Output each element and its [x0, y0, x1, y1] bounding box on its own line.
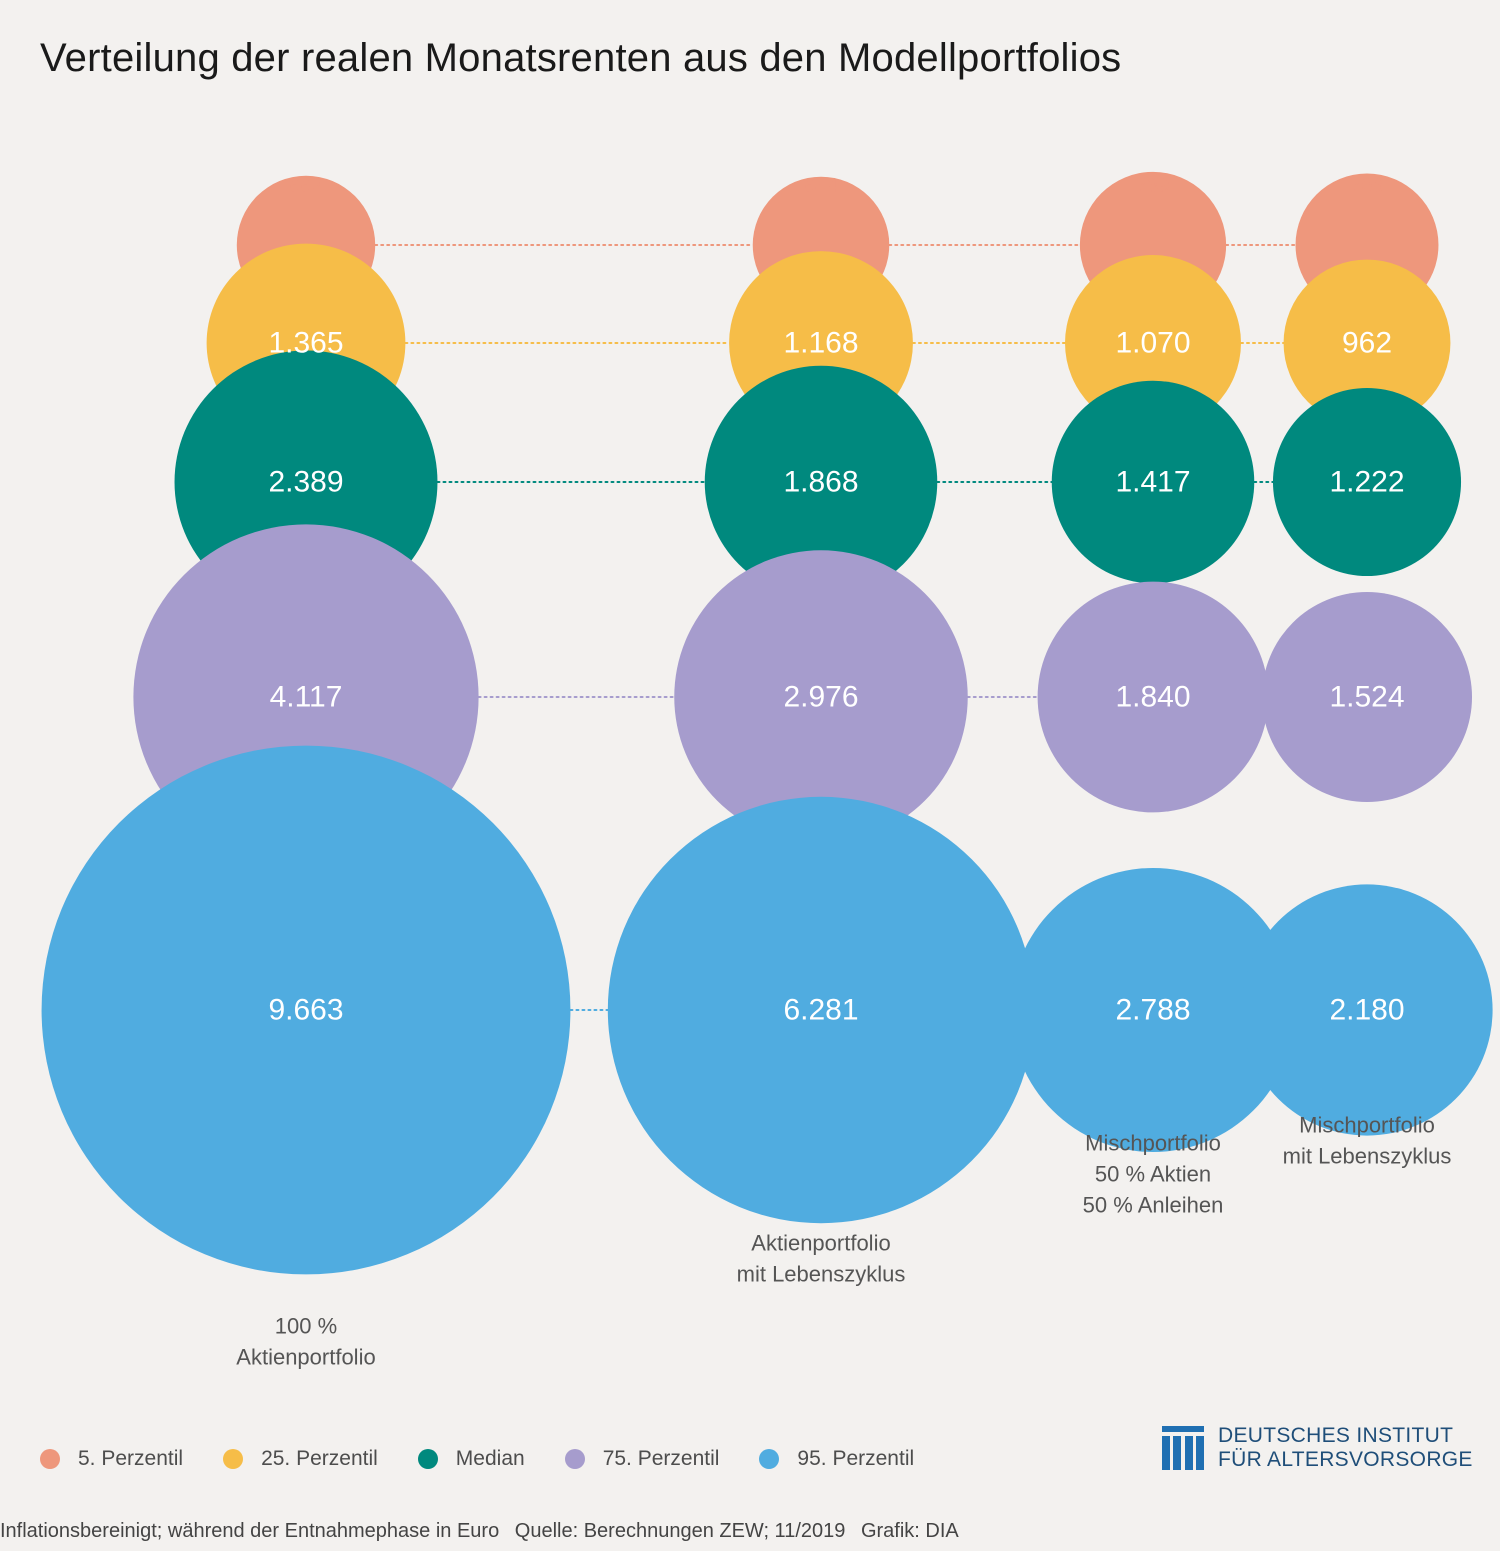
- value-label: 962: [1342, 327, 1392, 360]
- value-label: 2.788: [1115, 994, 1190, 1027]
- page-title: Verteilung der realen Monatsrenten aus d…: [40, 36, 1122, 80]
- legend-label: 75. Perzentil: [602, 1447, 720, 1470]
- value-label: 2.180: [1329, 994, 1404, 1027]
- category-label: Mischportfolio: [1299, 1113, 1435, 1138]
- value-label: 2.976: [783, 681, 858, 714]
- category-label: mit Lebenszyklus: [737, 1262, 906, 1287]
- bubble-75-perzentil: [674, 550, 968, 844]
- value-label: 662: [289, 175, 322, 197]
- value-label: 4.117: [270, 681, 343, 714]
- legend-label: 25. Perzentil: [261, 1447, 378, 1470]
- footer-note: Inflationsbereinigt; während der Entnahm…: [0, 1520, 500, 1542]
- footer-graphic: Grafik: DIA: [860, 1520, 959, 1542]
- bubble-95-perzentil: [41, 745, 571, 1275]
- category-label: 50 % Aktien: [1095, 1162, 1211, 1187]
- bubble-median: [1272, 387, 1462, 577]
- legend-item-25-perzentil: 25. Perzentil: [223, 1447, 378, 1471]
- legend-label: 95. Perzentil: [797, 1447, 915, 1470]
- value-label: 1.070: [1115, 327, 1190, 360]
- legend-dot: [223, 1449, 244, 1469]
- bubble-chart: 662 644 739 706 1.365 1.168 1.070 962 2.389 1.868…: [41, 171, 1493, 1370]
- value-label: 9.663: [268, 994, 343, 1027]
- legend-label: 5. Perzentil: [78, 1447, 184, 1470]
- bubble-median: [704, 365, 938, 599]
- value-label: 1.417: [1115, 466, 1190, 499]
- legend-item-75-perzentil: 75. Perzentil: [564, 1447, 720, 1471]
- legend-label: Median: [455, 1447, 525, 1470]
- category-label: 50 % Anleihen: [1083, 1193, 1224, 1218]
- dia-logo-icon: [1162, 1426, 1204, 1470]
- legend-dot: [564, 1449, 585, 1469]
- value-label: 1.168: [783, 327, 858, 360]
- category-label: Aktienportfolio: [751, 1231, 890, 1256]
- bubble-95-perzentil: [1241, 884, 1493, 1136]
- footer-source: Quelle: Berechnungen ZEW; 11/2019: [514, 1520, 846, 1542]
- legend-dot: [40, 1449, 60, 1469]
- legend-item-5-perzentil: 5. Perzentil: [40, 1447, 183, 1471]
- category-label: Aktienportfolio: [236, 1345, 375, 1370]
- value-label: 1.365: [268, 327, 343, 360]
- bubble-75-perzentil: [1037, 581, 1269, 813]
- category-label: 100 %: [275, 1314, 337, 1339]
- bubble-25-perzentil: [1283, 259, 1451, 427]
- value-label: 739: [1136, 175, 1169, 197]
- value-label: 1.868: [783, 466, 858, 499]
- legend-dot: [759, 1449, 780, 1469]
- legend-dot: [417, 1449, 438, 1469]
- value-label: 1.840: [1115, 681, 1190, 714]
- bubble-25-perzentil: [1065, 255, 1241, 431]
- bubble-median: [1051, 380, 1255, 584]
- logo-line-1: DEUTSCHES INSTITUT: [1218, 1424, 1454, 1447]
- value-label: 1.524: [1329, 681, 1404, 714]
- bubble-75-perzentil: [1261, 591, 1473, 803]
- value-label: 644: [804, 175, 837, 197]
- value-label: 706: [1350, 175, 1383, 197]
- value-label: 1.222: [1329, 466, 1404, 499]
- dia-logo: DEUTSCHES INSTITUT FÜR ALTERSVORSORGE: [1162, 1424, 1473, 1472]
- legend-item-median: Median: [417, 1447, 525, 1471]
- legend-item-95-perzentil: 95. Perzentil: [759, 1447, 914, 1471]
- value-label: 2.389: [268, 466, 343, 499]
- logo-line-2: FÜR ALTERSVORSORGE: [1218, 1448, 1473, 1471]
- bubble-95-perzentil: [1010, 867, 1296, 1153]
- value-label: 6.281: [783, 994, 858, 1027]
- category-label: mit Lebenszyklus: [1283, 1144, 1452, 1169]
- bubble-95-perzentil: [607, 796, 1035, 1224]
- dia-logo-text: DEUTSCHES INSTITUT FÜR ALTERSVORSORGE: [1218, 1424, 1473, 1472]
- legend: 5. Perzentil 25. Perzentil Median 75. Pe…: [40, 1447, 954, 1471]
- category-label: Mischportfolio: [1085, 1131, 1221, 1156]
- footer: Inflationsbereinigt; während der Entnahm…: [0, 1520, 1500, 1543]
